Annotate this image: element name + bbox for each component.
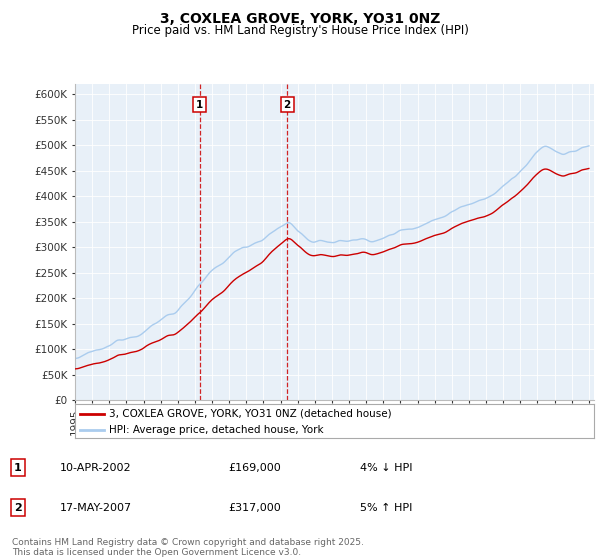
Text: 3, COXLEA GROVE, YORK, YO31 0NZ: 3, COXLEA GROVE, YORK, YO31 0NZ [160, 12, 440, 26]
Text: Price paid vs. HM Land Registry's House Price Index (HPI): Price paid vs. HM Land Registry's House … [131, 24, 469, 37]
Text: 2: 2 [283, 100, 290, 110]
Text: 2: 2 [14, 503, 22, 513]
Text: Contains HM Land Registry data © Crown copyright and database right 2025.
This d: Contains HM Land Registry data © Crown c… [12, 538, 364, 557]
Text: HPI: Average price, detached house, York: HPI: Average price, detached house, York [109, 424, 323, 435]
Text: 3, COXLEA GROVE, YORK, YO31 0NZ (detached house): 3, COXLEA GROVE, YORK, YO31 0NZ (detache… [109, 409, 391, 419]
Text: 17-MAY-2007: 17-MAY-2007 [60, 503, 132, 513]
Text: £317,000: £317,000 [228, 503, 281, 513]
Text: 1: 1 [196, 100, 203, 110]
Text: 1: 1 [14, 463, 22, 473]
Text: 10-APR-2002: 10-APR-2002 [60, 463, 131, 473]
Text: 5% ↑ HPI: 5% ↑ HPI [360, 503, 412, 513]
Text: £169,000: £169,000 [228, 463, 281, 473]
Text: 4% ↓ HPI: 4% ↓ HPI [360, 463, 413, 473]
